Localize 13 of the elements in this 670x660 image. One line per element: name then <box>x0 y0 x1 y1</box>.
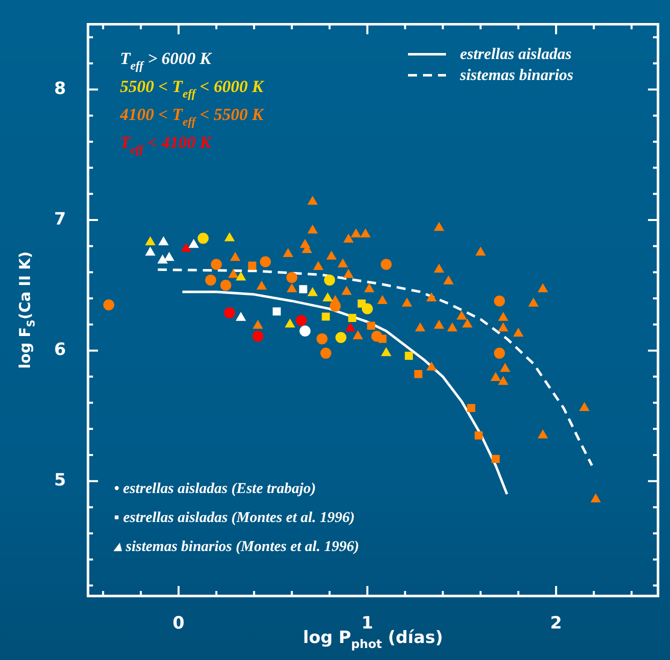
legend-label: estrellas aisladas <box>460 46 572 64</box>
annotation: ▪ estrellas aisladas (Montes et al. 1996) <box>114 510 355 526</box>
annotation: • estrellas aisladas (Este trabajo) <box>114 481 316 497</box>
y-tick-label: 7 <box>54 209 66 230</box>
y-tick-label: 5 <box>54 470 66 491</box>
annotation: ▴ sistemas binarios (Montes et al. 1996) <box>113 539 360 555</box>
x-tick-label: 2 <box>550 614 562 634</box>
legend-label: sistemas binarios <box>459 67 574 84</box>
x-tick-label: 1 <box>361 614 374 634</box>
y-tick-label: 8 <box>54 78 66 99</box>
y-axis-title: log FS(Ca II K) <box>16 251 38 369</box>
y-tick-label: 6 <box>54 340 66 360</box>
x-tick-label: 0 <box>172 614 185 634</box>
